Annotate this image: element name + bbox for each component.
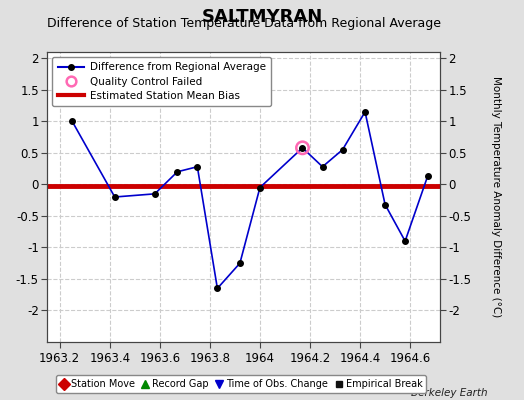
Point — [298, 145, 307, 151]
Title: Difference of Station Temperature Data from Regional Average: Difference of Station Temperature Data f… — [47, 17, 441, 30]
Legend: Station Move, Record Gap, Time of Obs. Change, Empirical Break: Station Move, Record Gap, Time of Obs. C… — [56, 375, 426, 393]
Text: Berkeley Earth: Berkeley Earth — [411, 388, 487, 398]
Y-axis label: Monthly Temperature Anomaly Difference (°C): Monthly Temperature Anomaly Difference (… — [491, 76, 501, 318]
Text: SALTMYRAN: SALTMYRAN — [201, 8, 323, 26]
Legend: Difference from Regional Average, Quality Control Failed, Estimated Station Mean: Difference from Regional Average, Qualit… — [52, 57, 271, 106]
